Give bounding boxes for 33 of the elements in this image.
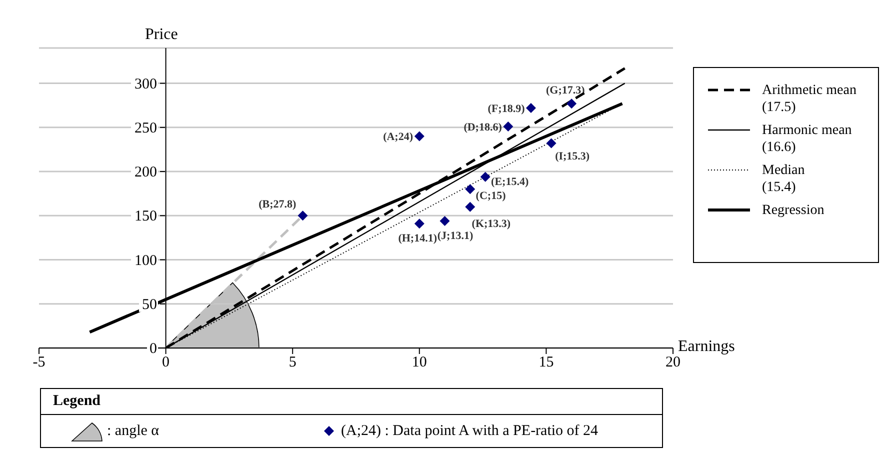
annotation: (G;17.3) bbox=[546, 84, 586, 97]
y-tick-label: 100 bbox=[134, 252, 157, 269]
legend-label: Arithmetic mean (17.5) bbox=[762, 82, 858, 116]
annotation: (A;24) bbox=[383, 131, 414, 144]
x-axis-title: Earnings bbox=[678, 338, 735, 356]
y-tick-label: 150 bbox=[134, 208, 157, 225]
annotation: (F;18.9) bbox=[488, 103, 526, 115]
text: Legend bbox=[41, 389, 662, 415]
x-tick-label: 5 bbox=[288, 354, 296, 371]
text: (A;24) : Data point A with a PE-ratio of 24 bbox=[341, 422, 598, 440]
legend-label: Harmonic mean (16.6) bbox=[762, 122, 853, 156]
y-tick-label: 300 bbox=[134, 76, 157, 92]
legend-label: Median (15.4) bbox=[762, 162, 806, 196]
legend-label: Regression bbox=[762, 202, 826, 219]
annotation: (B;27.8) bbox=[258, 198, 296, 211]
annotation: (D;18.6) bbox=[464, 122, 502, 134]
y-axis-title: Price bbox=[145, 26, 178, 44]
annotation: (C;15) bbox=[476, 190, 506, 202]
annotation: (I;15.3) bbox=[555, 150, 590, 162]
annotation: (K;13.3) bbox=[472, 218, 511, 230]
x-tick-label: -5 bbox=[32, 354, 46, 371]
x-tick-label: 20 bbox=[666, 354, 680, 371]
annotation: (E;15.4) bbox=[491, 176, 529, 188]
text: : angle α bbox=[107, 422, 160, 440]
annotation: (J;13.1) bbox=[437, 230, 474, 242]
y-tick-label: 50 bbox=[142, 296, 157, 313]
y-tick-label: 250 bbox=[134, 120, 157, 136]
y-tick-label: 0 bbox=[150, 341, 157, 357]
y-tick-label: 200 bbox=[134, 164, 157, 181]
x-tick-label: 15 bbox=[538, 354, 554, 371]
annotation: (H;14.1) bbox=[398, 232, 438, 245]
x-tick-label: 0 bbox=[162, 354, 170, 371]
x-tick-label: 10 bbox=[412, 354, 427, 371]
